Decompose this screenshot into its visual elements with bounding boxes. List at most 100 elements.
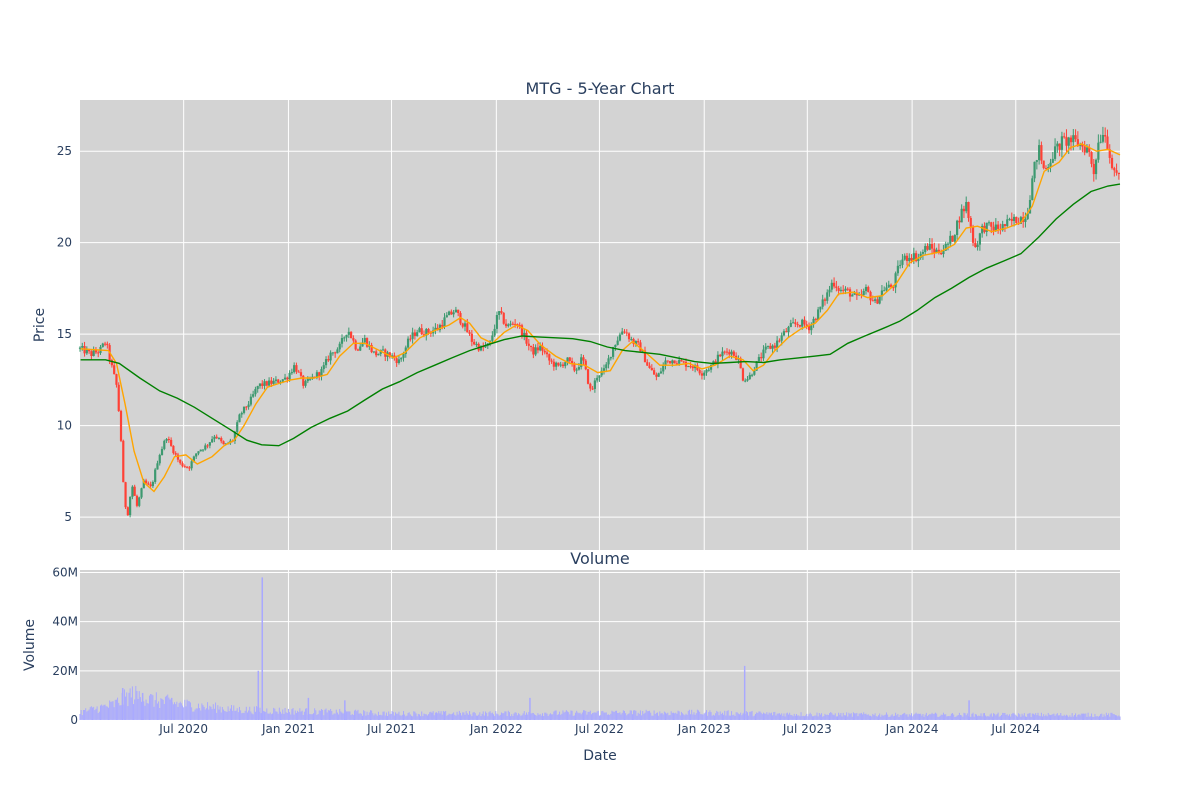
volume-bar — [202, 705, 204, 720]
volume-bar — [375, 714, 377, 720]
volume-bar — [630, 710, 632, 720]
volume-bar — [514, 712, 516, 720]
candle-body — [930, 244, 934, 249]
volume-bar — [922, 713, 924, 720]
volume-bar — [503, 713, 505, 720]
volume-bar — [461, 715, 463, 720]
volume-bar — [416, 716, 418, 720]
candle-body — [814, 318, 817, 320]
volume-bar — [769, 713, 771, 720]
volume-bar — [278, 707, 280, 720]
volume-bar — [995, 715, 997, 720]
candle-body — [1058, 143, 1061, 150]
volume-bar — [226, 711, 228, 720]
volume-bar — [928, 714, 930, 720]
volume-y-axis-label: Volume — [22, 619, 38, 671]
candle-body — [997, 224, 1000, 229]
volume-bar — [316, 714, 318, 720]
volume-bar — [175, 704, 177, 720]
volume-bar — [985, 715, 987, 720]
candle-body — [208, 442, 211, 446]
volume-bar — [893, 715, 895, 720]
volume-bar — [293, 714, 295, 720]
volume-bar — [843, 715, 845, 720]
candle-body — [176, 454, 180, 460]
candle-body — [347, 331, 350, 335]
volume-bar — [960, 714, 962, 720]
volume-bar — [1045, 714, 1047, 720]
candle-body — [953, 235, 956, 242]
volume-bar — [926, 716, 928, 720]
candle-body — [1051, 158, 1054, 163]
volume-bar — [1106, 715, 1108, 720]
volume-bar — [383, 711, 385, 720]
candle-body — [555, 362, 558, 367]
volume-bar — [554, 710, 556, 720]
candle-body — [671, 360, 674, 364]
candle-body — [944, 243, 947, 251]
candle-body — [659, 371, 663, 374]
volume-bar — [709, 710, 711, 720]
volume-bar — [505, 711, 507, 720]
volume-bar — [780, 714, 782, 720]
volume-bar — [1110, 712, 1112, 720]
candle-body — [641, 350, 644, 352]
volume-bar — [454, 714, 456, 720]
volume-bar — [785, 713, 787, 720]
volume-bar — [944, 714, 946, 720]
volume-bar — [871, 716, 873, 720]
volume-bar — [496, 713, 498, 720]
volume-bar — [240, 710, 242, 720]
volume-bar — [954, 717, 956, 720]
volume-bar — [229, 708, 231, 720]
candle-body — [1001, 224, 1004, 231]
volume-bar — [862, 714, 864, 720]
candle-body — [306, 378, 309, 382]
volume-bar — [382, 711, 384, 720]
volume-bar — [818, 713, 820, 720]
volume-bar — [183, 707, 185, 720]
volume-bar — [489, 711, 491, 720]
volume-bar — [570, 710, 572, 720]
volume-bar — [569, 714, 571, 720]
volume-bar — [289, 712, 291, 720]
candle-body — [233, 431, 237, 441]
volume-bar — [715, 713, 717, 720]
volume-bar — [553, 711, 555, 720]
candle-body — [678, 360, 681, 364]
volume-bar — [184, 699, 186, 720]
volume-bar — [319, 710, 321, 720]
candle-body — [844, 288, 847, 291]
candle-body — [450, 311, 453, 315]
candle-body — [365, 338, 369, 347]
volume-bar — [418, 714, 420, 720]
candle-body — [1028, 199, 1032, 214]
candle-body — [422, 334, 426, 336]
volume-bar — [798, 715, 800, 720]
volume-bar — [470, 714, 472, 720]
volume-bar — [979, 715, 981, 720]
volume-bar — [1016, 716, 1018, 720]
volume-bar — [1113, 714, 1115, 720]
volume-bar — [557, 714, 559, 720]
candle-body — [427, 329, 430, 333]
candle-body — [801, 319, 804, 327]
volume-bar — [342, 713, 344, 720]
volume-bar — [1027, 713, 1029, 720]
volume-bar — [912, 716, 914, 720]
candle-body — [215, 436, 218, 439]
volume-bar — [687, 710, 689, 720]
volume-bar — [716, 710, 718, 720]
volume-bar — [451, 713, 453, 720]
candle-body — [484, 345, 487, 348]
candle-body — [388, 352, 391, 357]
volume-bar — [348, 711, 350, 720]
volume-bar — [797, 715, 799, 720]
volume-bar — [892, 716, 894, 720]
candle-body — [475, 343, 478, 345]
volume-bar — [185, 706, 187, 720]
candle-body — [124, 482, 127, 508]
volume-bar — [159, 707, 161, 720]
candle-body — [921, 252, 925, 254]
